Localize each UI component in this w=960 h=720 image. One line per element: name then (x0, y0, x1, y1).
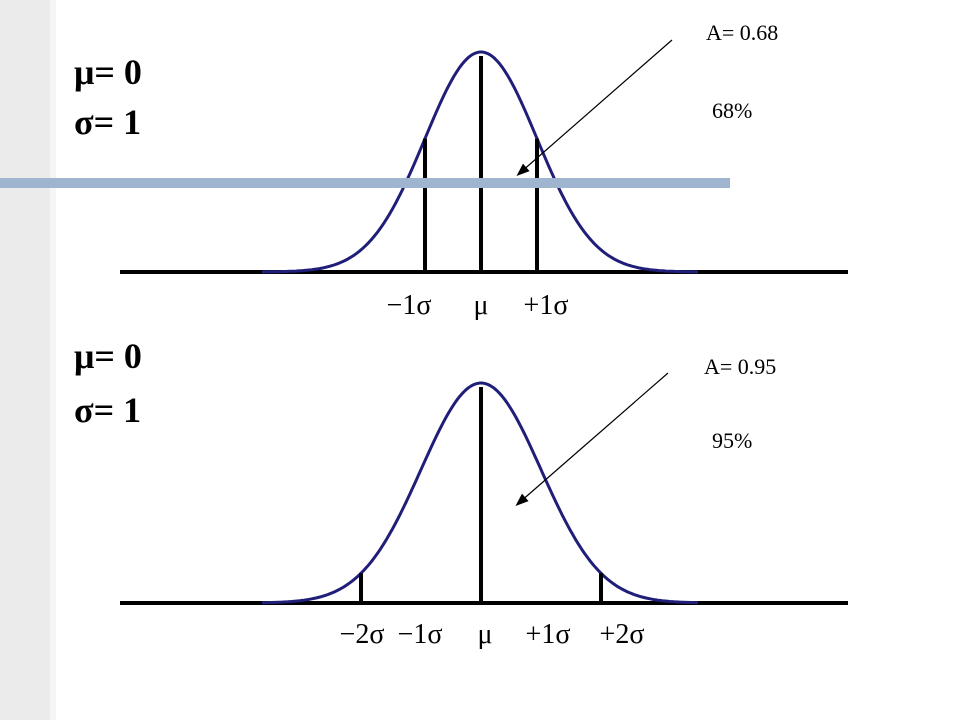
panel-top (120, 39, 848, 274)
panel-bottom (120, 372, 848, 605)
mu-label-top: μ= 0 (74, 52, 142, 92)
percent-label-top: 68% (712, 98, 753, 123)
bell-curve-bottom (262, 381, 699, 605)
area-label-bottom: A= 0.95 (704, 354, 777, 379)
sigma-lines-top (423, 56, 539, 272)
tick-label-bottom-minus2: −2σ (339, 619, 385, 650)
sigma-lines-bottom (359, 387, 603, 603)
arrow-line-top (520, 39, 673, 173)
tick-label-top-minus1: −1σ (386, 290, 432, 321)
mu-label-bottom: μ= 0 (74, 336, 142, 376)
tick-label-bottom-mu: μ (477, 619, 493, 650)
bell-curve-top (262, 50, 698, 274)
percent-label-bottom: 95% (712, 428, 753, 453)
slide-left-band-edge (50, 0, 56, 720)
tick-label-top-plus1: +1σ (523, 290, 569, 321)
arrow-top (516, 39, 673, 176)
arrowhead-top (516, 163, 530, 176)
tick-label-bottom-plus2: +2σ (599, 619, 645, 650)
accent-divider-bar (0, 178, 730, 188)
tick-label-top-mu: μ (473, 290, 489, 321)
arrow-line-bottom (519, 372, 669, 503)
sigma-label-bottom: σ= 1 (74, 390, 142, 430)
arrowhead-bottom (515, 493, 529, 506)
sigma-label-top: σ= 1 (74, 102, 142, 142)
area-label-top: A= 0.68 (706, 20, 779, 45)
arrow-bottom (515, 372, 669, 506)
slide-left-band (0, 0, 50, 720)
tick-label-bottom-minus1: −1σ (397, 619, 443, 650)
tick-label-bottom-plus1: +1σ (525, 619, 571, 650)
